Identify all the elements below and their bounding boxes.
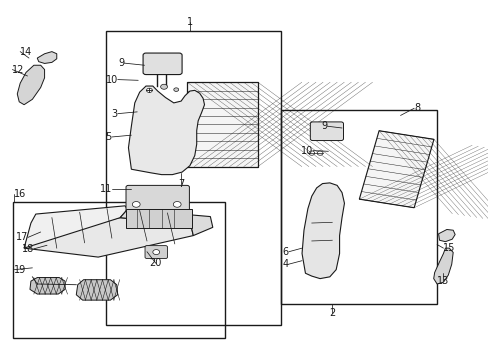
- Text: 7: 7: [178, 179, 184, 189]
- FancyBboxPatch shape: [310, 122, 343, 140]
- FancyBboxPatch shape: [126, 185, 189, 212]
- Text: 6: 6: [282, 247, 288, 257]
- Circle shape: [173, 202, 181, 207]
- Text: 13: 13: [436, 276, 448, 286]
- Circle shape: [132, 202, 140, 207]
- Circle shape: [153, 249, 159, 255]
- Text: 10: 10: [105, 75, 118, 85]
- Polygon shape: [17, 65, 44, 105]
- Text: 2: 2: [328, 308, 335, 318]
- Text: 18: 18: [21, 244, 34, 254]
- Text: 9: 9: [118, 58, 124, 68]
- Text: 15: 15: [443, 243, 455, 253]
- Circle shape: [160, 84, 167, 89]
- Polygon shape: [120, 210, 212, 235]
- Polygon shape: [187, 82, 257, 167]
- Circle shape: [317, 151, 323, 155]
- FancyBboxPatch shape: [145, 246, 167, 258]
- Text: 4: 4: [282, 259, 288, 269]
- Text: 14: 14: [20, 46, 32, 57]
- Text: 3: 3: [111, 109, 118, 119]
- Polygon shape: [128, 86, 204, 175]
- Bar: [281, 110, 436, 304]
- Circle shape: [173, 88, 178, 91]
- Text: 8: 8: [413, 103, 420, 113]
- Text: 16: 16: [14, 189, 26, 199]
- Bar: [126, 209, 192, 228]
- Circle shape: [308, 151, 314, 155]
- Polygon shape: [438, 229, 454, 242]
- Text: 11: 11: [100, 184, 112, 194]
- FancyBboxPatch shape: [143, 53, 182, 75]
- Polygon shape: [433, 248, 452, 284]
- Polygon shape: [359, 131, 433, 208]
- Bar: [13, 202, 224, 338]
- Text: 5: 5: [105, 132, 112, 142]
- Text: 12: 12: [12, 64, 25, 75]
- Circle shape: [146, 88, 152, 93]
- Polygon shape: [37, 51, 57, 63]
- Text: 10: 10: [301, 145, 313, 156]
- Text: 9: 9: [321, 121, 327, 131]
- Polygon shape: [302, 183, 344, 279]
- Text: 20: 20: [149, 258, 162, 268]
- Polygon shape: [24, 206, 127, 248]
- Text: 17: 17: [16, 232, 28, 242]
- Text: 19: 19: [14, 265, 26, 275]
- Text: 1: 1: [186, 17, 193, 27]
- Polygon shape: [30, 278, 65, 294]
- Polygon shape: [24, 218, 193, 257]
- Polygon shape: [76, 280, 118, 300]
- Bar: [105, 31, 281, 325]
